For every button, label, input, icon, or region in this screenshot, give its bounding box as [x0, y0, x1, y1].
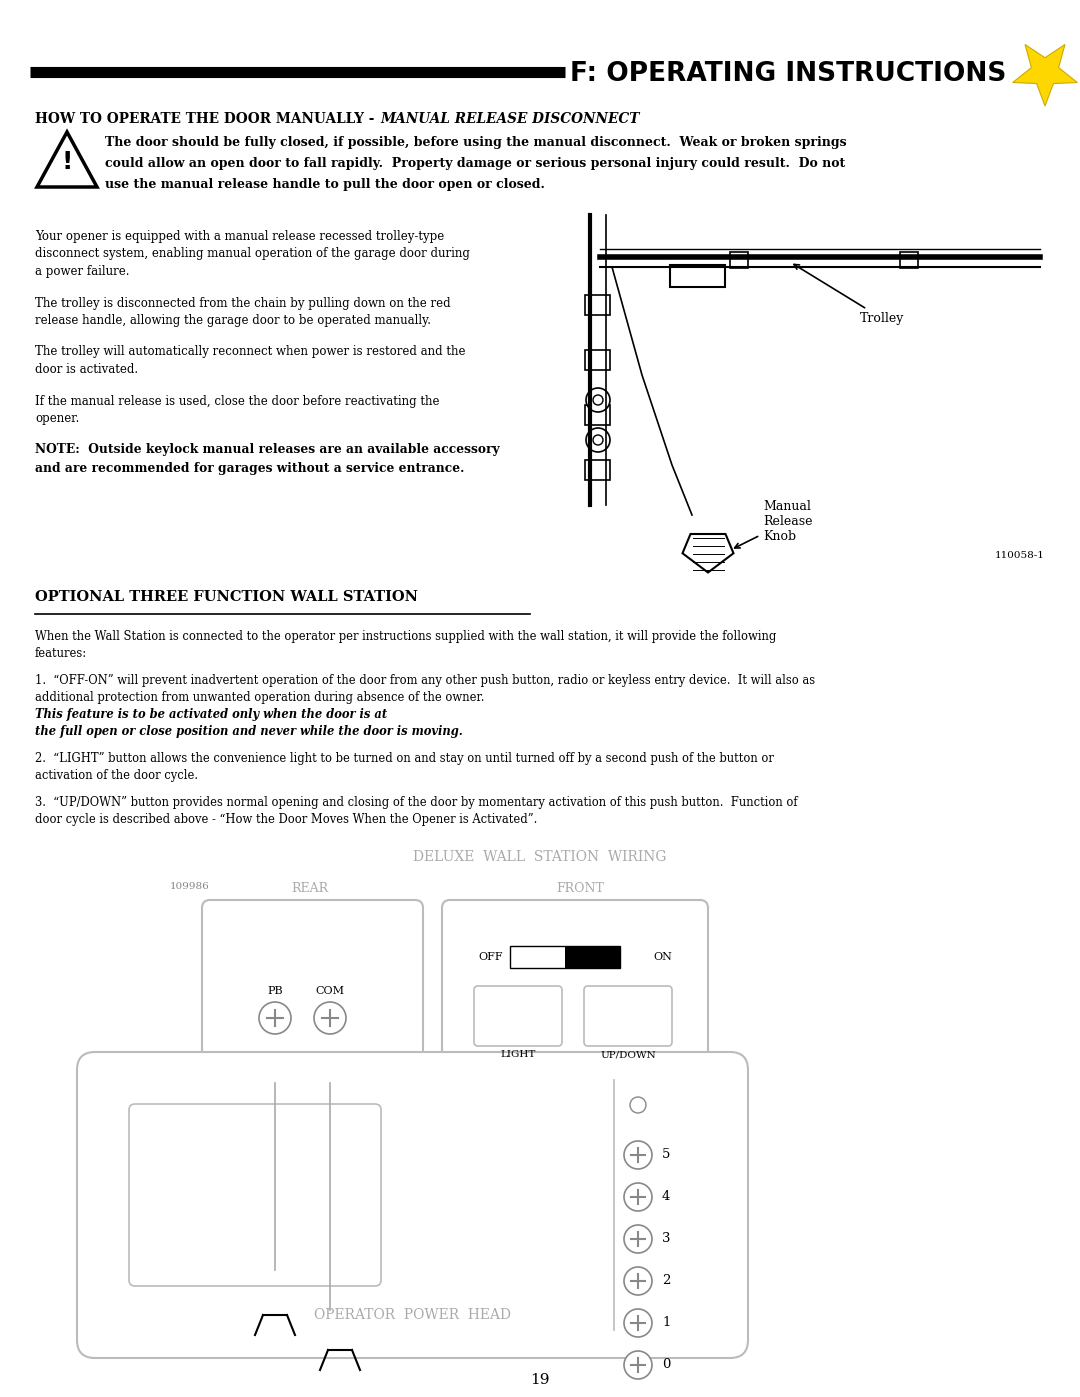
Text: FRONT: FRONT — [556, 882, 604, 895]
Text: The door should be fully closed, if possible, before using the manual disconnect: The door should be fully closed, if poss… — [105, 136, 847, 149]
Text: 3.  “UP/DOWN” button provides normal opening and closing of the door by momentar: 3. “UP/DOWN” button provides normal open… — [35, 796, 798, 809]
Circle shape — [259, 1002, 291, 1034]
Text: LIGHT: LIGHT — [500, 1051, 536, 1059]
Text: OPERATOR  POWER  HEAD: OPERATOR POWER HEAD — [314, 1308, 511, 1322]
Text: The trolley will automatically reconnect when power is restored and the: The trolley will automatically reconnect… — [35, 345, 465, 359]
Circle shape — [624, 1351, 652, 1379]
FancyBboxPatch shape — [129, 1104, 381, 1287]
Text: NOTE:  Outside keylock manual releases are an available accessory: NOTE: Outside keylock manual releases ar… — [35, 443, 500, 457]
Text: use the manual release handle to pull the door open or closed.: use the manual release handle to pull th… — [105, 177, 545, 191]
Text: F: OPERATING INSTRUCTIONS: F: OPERATING INSTRUCTIONS — [570, 61, 1007, 87]
Bar — [585, 460, 610, 481]
Text: 110058-1: 110058-1 — [995, 550, 1045, 560]
FancyBboxPatch shape — [202, 900, 423, 1091]
Bar — [730, 251, 748, 268]
Text: If the manual release is used, close the door before reactivating the: If the manual release is used, close the… — [35, 394, 440, 408]
Polygon shape — [37, 131, 97, 187]
Text: additional protection from unwanted operation during absence of the owner.: additional protection from unwanted oper… — [35, 692, 491, 704]
Text: opener.: opener. — [35, 412, 79, 425]
Text: activation of the door cycle.: activation of the door cycle. — [35, 768, 198, 782]
Text: 109986: 109986 — [170, 882, 210, 891]
Text: Trolley: Trolley — [794, 264, 904, 326]
Circle shape — [586, 427, 610, 453]
Text: COM: COM — [315, 986, 345, 996]
Bar — [900, 251, 918, 268]
Text: disconnect system, enabling manual operation of the garage door during: disconnect system, enabling manual opera… — [35, 247, 470, 260]
Circle shape — [624, 1141, 652, 1169]
Bar — [585, 405, 610, 425]
FancyBboxPatch shape — [584, 986, 672, 1046]
Text: could allow an open door to fall rapidly.  Property damage or serious personal i: could allow an open door to fall rapidly… — [105, 156, 846, 170]
Text: 19: 19 — [530, 1373, 550, 1387]
Text: OPTIONAL THREE FUNCTION WALL STATION: OPTIONAL THREE FUNCTION WALL STATION — [35, 590, 418, 604]
Text: Your opener is equipped with a manual release recessed trolley-type: Your opener is equipped with a manual re… — [35, 231, 444, 243]
Text: PB: PB — [267, 986, 283, 996]
FancyBboxPatch shape — [77, 1052, 748, 1358]
Bar — [565, 946, 620, 968]
Text: 0: 0 — [662, 1358, 671, 1372]
Circle shape — [586, 388, 610, 412]
Text: 3: 3 — [662, 1232, 671, 1246]
Circle shape — [624, 1309, 652, 1337]
Text: When the Wall Station is connected to the operator per instructions supplied wit: When the Wall Station is connected to th… — [35, 630, 777, 643]
Text: 2: 2 — [662, 1274, 671, 1288]
Text: a power failure.: a power failure. — [35, 265, 130, 278]
Text: 5: 5 — [662, 1148, 671, 1161]
Text: Manual
Release
Knob: Manual Release Knob — [734, 500, 812, 548]
Text: REAR: REAR — [292, 882, 328, 895]
Bar — [585, 351, 610, 370]
Circle shape — [593, 434, 603, 446]
Bar — [585, 295, 610, 314]
Text: door is activated.: door is activated. — [35, 363, 138, 376]
Text: The trolley is disconnected from the chain by pulling down on the red: The trolley is disconnected from the cha… — [35, 296, 450, 310]
Bar — [510, 946, 620, 968]
Circle shape — [314, 1002, 346, 1034]
Text: 2.  “LIGHT” button allows the convenience light to be turned on and stay on unti: 2. “LIGHT” button allows the convenience… — [35, 752, 774, 766]
Text: UP/DOWN: UP/DOWN — [600, 1051, 656, 1059]
Text: 1.  “OFF-ON” will prevent inadvertent operation of the door from any other push : 1. “OFF-ON” will prevent inadvertent ope… — [35, 673, 815, 687]
Text: 1: 1 — [662, 1316, 671, 1330]
Text: OFF: OFF — [478, 951, 502, 963]
Circle shape — [624, 1183, 652, 1211]
Text: !: ! — [62, 151, 72, 175]
Text: door cycle is described above - “How the Door Moves When the Opener is Activated: door cycle is described above - “How the… — [35, 813, 538, 826]
Text: and are recommended for garages without a service entrance.: and are recommended for garages without … — [35, 462, 464, 475]
Text: ON: ON — [653, 951, 672, 963]
Text: release handle, allowing the garage door to be operated manually.: release handle, allowing the garage door… — [35, 314, 431, 327]
Text: MANUAL RELEASE DISCONNECT: MANUAL RELEASE DISCONNECT — [380, 112, 639, 126]
Text: DELUXE  WALL  STATION  WIRING: DELUXE WALL STATION WIRING — [414, 849, 666, 863]
Text: HOW TO OPERATE THE DOOR MANUALLY -: HOW TO OPERATE THE DOOR MANUALLY - — [35, 112, 379, 126]
FancyBboxPatch shape — [474, 986, 562, 1046]
Circle shape — [630, 1097, 646, 1113]
Polygon shape — [683, 534, 733, 573]
Polygon shape — [1013, 45, 1078, 106]
Text: features:: features: — [35, 647, 87, 659]
Text: the full open or close position and never while the door is moving.: the full open or close position and neve… — [35, 725, 462, 738]
Bar — [670, 265, 725, 286]
FancyBboxPatch shape — [442, 900, 708, 1091]
Text: This feature is to be activated only when the door is at: This feature is to be activated only whe… — [35, 708, 388, 721]
Circle shape — [593, 395, 603, 405]
Circle shape — [624, 1267, 652, 1295]
Text: 4: 4 — [662, 1190, 671, 1203]
Circle shape — [624, 1225, 652, 1253]
